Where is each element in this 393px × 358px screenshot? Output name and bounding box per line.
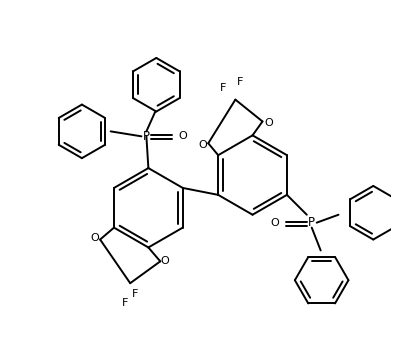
Text: O: O <box>91 233 99 242</box>
Text: O: O <box>198 140 207 150</box>
Text: O: O <box>161 256 170 266</box>
Text: F: F <box>132 289 138 299</box>
Text: F: F <box>237 77 244 87</box>
Text: O: O <box>264 118 273 129</box>
Text: O: O <box>271 218 279 228</box>
Text: F: F <box>220 83 227 93</box>
Text: P: P <box>308 216 315 229</box>
Text: P: P <box>143 130 150 143</box>
Text: O: O <box>179 131 187 141</box>
Text: F: F <box>122 298 129 308</box>
